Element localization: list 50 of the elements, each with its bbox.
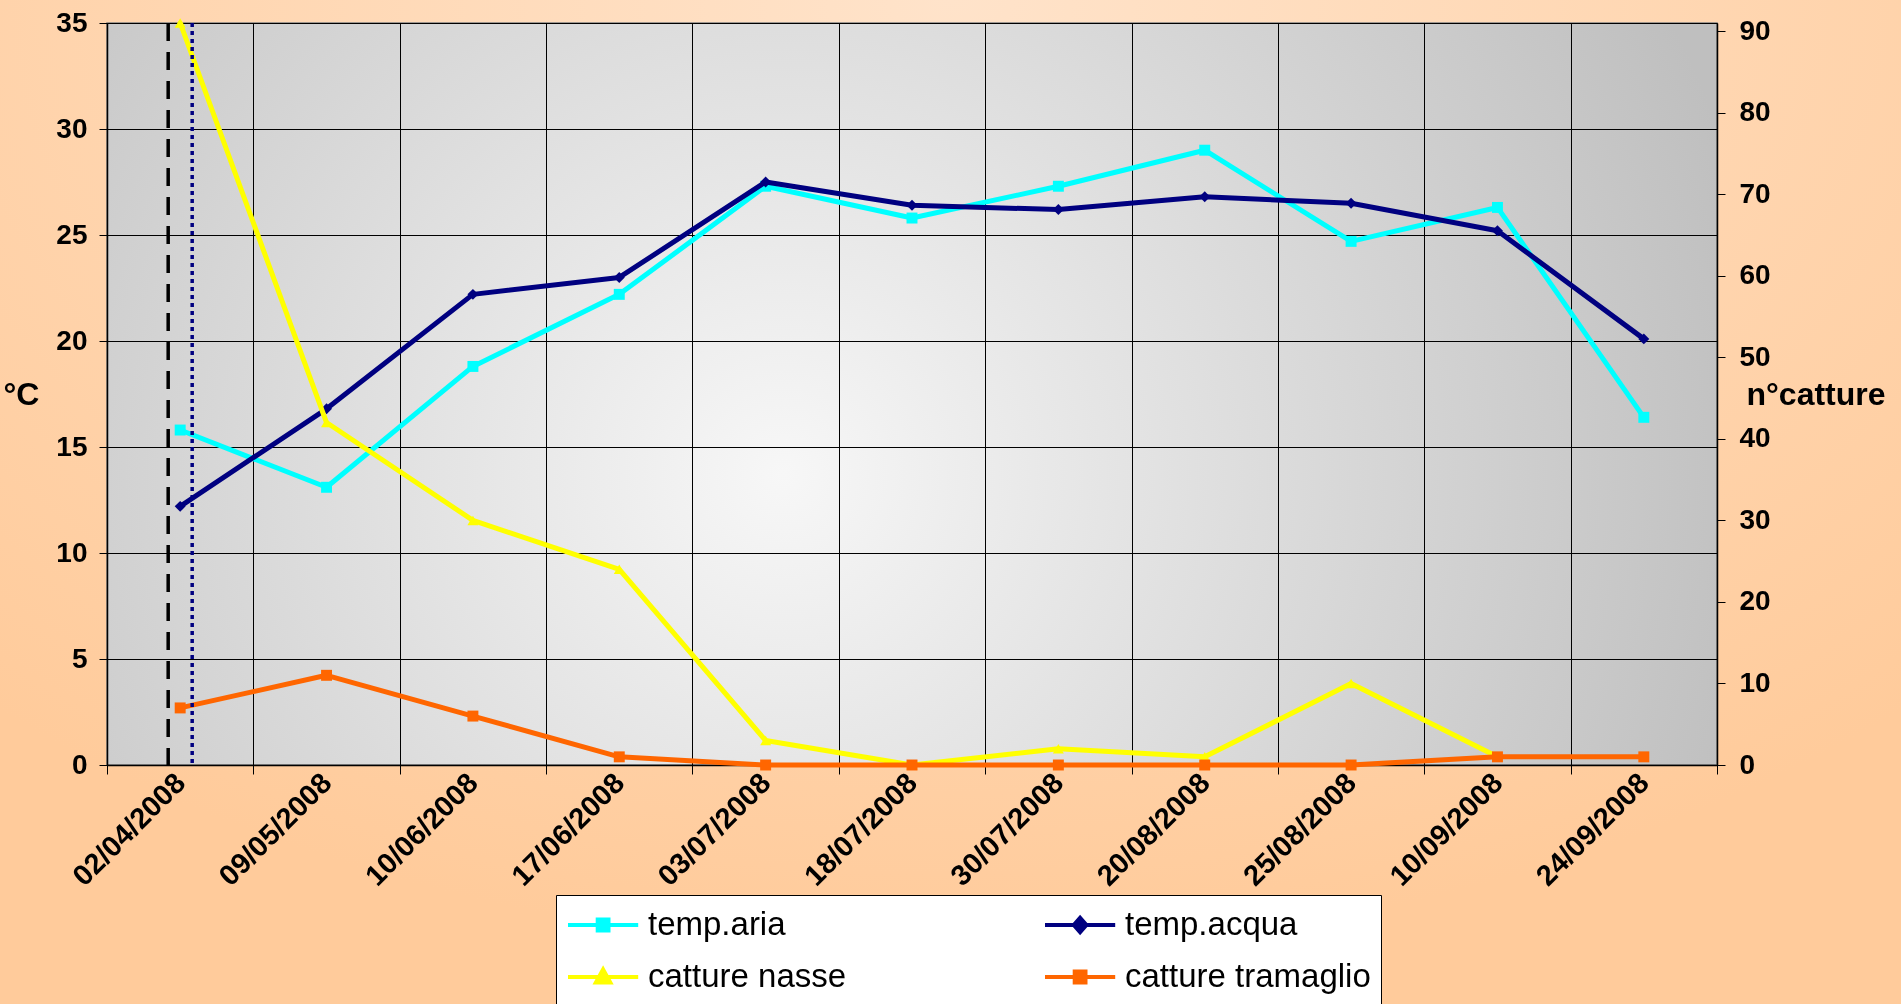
- legend-label: temp.aria: [648, 905, 787, 942]
- point: [1491, 201, 1503, 213]
- point: [1199, 759, 1211, 771]
- point: [321, 669, 333, 681]
- point: [760, 735, 772, 746]
- y-tick-label: 25: [56, 218, 88, 250]
- y-tick-label: 10: [56, 536, 88, 568]
- point: [174, 702, 186, 714]
- y2-tick-label: 80: [1739, 96, 1771, 128]
- point: [1638, 751, 1650, 763]
- point: [613, 751, 625, 763]
- y2-tick-label: 10: [1739, 666, 1771, 698]
- point: [1345, 759, 1357, 771]
- point: [760, 759, 772, 771]
- point: [174, 424, 186, 436]
- legend-label: catture nasse: [648, 957, 847, 994]
- y-tick-label: 20: [56, 324, 88, 356]
- point: [1638, 333, 1650, 345]
- point: [1052, 743, 1064, 754]
- y2-tick-label: 20: [1739, 585, 1771, 617]
- y2-axis-title: n°catture: [1746, 375, 1886, 412]
- y-axis-title: °C: [3, 375, 40, 412]
- point: [467, 710, 479, 722]
- y2-tick-label: 0: [1739, 748, 1756, 780]
- y-tick-label: 30: [56, 112, 88, 144]
- point: [1199, 144, 1211, 156]
- y2-tick-label: 70: [1739, 177, 1771, 209]
- point: [174, 18, 186, 28]
- point: [1345, 678, 1357, 689]
- y-tick-label: 15: [56, 430, 88, 462]
- y-tick-label: 5: [71, 642, 88, 674]
- y2-tick-label: 60: [1739, 259, 1771, 291]
- legend-label: catture tramaglio: [1125, 957, 1371, 994]
- y2-tick-label: 40: [1739, 422, 1771, 454]
- point: [1052, 759, 1064, 771]
- point: [1345, 235, 1357, 247]
- point: [467, 515, 479, 526]
- point: [467, 360, 479, 372]
- point: [174, 500, 186, 512]
- point: [906, 212, 918, 224]
- y-tick-label: 0: [71, 748, 88, 780]
- y-tick-label: 35: [56, 6, 88, 38]
- point: [1052, 180, 1064, 192]
- point: [321, 481, 333, 493]
- y2-tick-label: 30: [1739, 503, 1771, 535]
- legend-label: temp.acqua: [1125, 905, 1299, 942]
- y2-tick-label: 90: [1739, 14, 1771, 46]
- y2-tick-label: 50: [1739, 340, 1771, 372]
- point: [1638, 411, 1650, 423]
- point: [613, 288, 625, 300]
